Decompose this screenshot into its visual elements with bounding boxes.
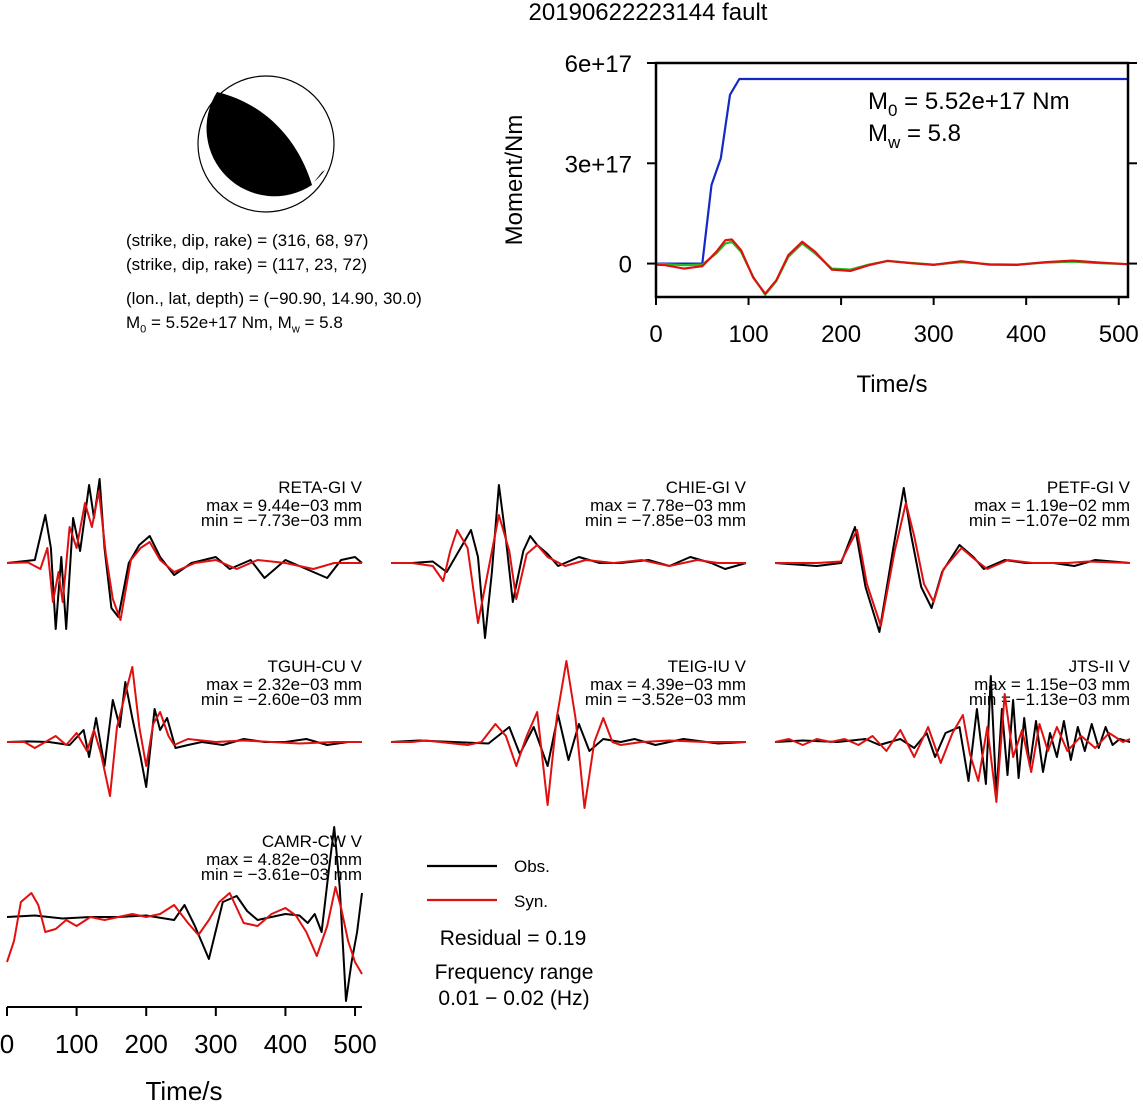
waveform-xtick-label: 300 [194, 1029, 237, 1059]
frequency-value: 0.01 − 0.02 (Hz) [438, 987, 589, 1010]
waveform-xtick-label: 200 [125, 1029, 168, 1059]
max-label: max = 4.82e−03 mm [206, 850, 362, 869]
station-label: TGUH-CU V [268, 657, 363, 676]
frequency-title: Frequency range [435, 961, 594, 984]
magnitude-text: M0 = 5.52e+17 Nm, Mw = 5.8 [126, 313, 343, 336]
waveform-xtick-label: 0 [0, 1029, 14, 1059]
synthetic-waveform [775, 502, 1131, 627]
min-label: min = −3.61e−03 mm [201, 865, 362, 884]
beachball-compression-small [314, 170, 325, 182]
legend-syn-label: Syn. [514, 892, 548, 911]
synthetic-waveform [391, 660, 746, 809]
moment-xlabel: Time/s [856, 371, 927, 398]
station-label: CAMR-CW V [262, 832, 363, 851]
station-label: JTS-II V [1069, 657, 1131, 676]
waveform-x-axis: 0 100 200 300 400 500 [0, 1006, 377, 1059]
max-label: max = 1.15e−03 mm [974, 675, 1130, 694]
synthetic-waveform [774, 693, 1131, 803]
min-label: min = −7.85e−03 mm [585, 511, 746, 530]
max-label: max = 1.19e−02 mm [974, 496, 1130, 515]
moment-m0-label: M0 = 5.52e+17 Nm [868, 88, 1070, 120]
plane1-text: (strike, dip, rake) = (316, 68, 97) [126, 231, 369, 250]
observed-waveform [6, 478, 363, 630]
max-label: max = 4.39e−03 mm [590, 675, 746, 694]
waveform-xlabel: Time/s [145, 1076, 222, 1104]
moment-ylabel: Moment/Nm [501, 115, 528, 246]
station-label: RETA-GI V [278, 478, 362, 497]
legend-obs-label: Obs. [514, 857, 550, 876]
plane2-text: (strike, dip, rake) = (117, 23, 72) [126, 255, 368, 274]
min-label: min = −1.07e−02 mm [969, 511, 1130, 530]
moment-mw-label: Mw = 5.8 [868, 120, 961, 152]
moment-xtick-label: 0 [649, 321, 662, 348]
residual-label: Residual = 0.19 [440, 927, 587, 950]
waveform-xtick-label: 400 [264, 1029, 307, 1059]
max-label: max = 7.78e−03 mm [590, 496, 746, 515]
moment-panel: 0 100 200 300 400 500 0 3e+17 6e+17 Moment/Nm Ti… [501, 51, 1139, 398]
moment-plot-frame [654, 61, 1130, 299]
waveform-xtick-label: 500 [333, 1029, 376, 1059]
legend: Obs. Syn. Residual = 0.19 Frequency rang… [427, 857, 593, 1010]
figure-title: 20190622223144 fault [529, 0, 768, 26]
beachball-compression [206, 92, 312, 197]
max-label: max = 9.44e−03 mm [206, 496, 362, 515]
synthetic-waveform [6, 490, 362, 621]
station-label: PETF-GI V [1047, 478, 1131, 497]
min-label: min = −2.60e−03 mm [201, 690, 362, 709]
moment-rate-line-b [655, 238, 1129, 295]
moment-ytick-label: 0 [619, 252, 632, 279]
moment-rate-line-a [655, 240, 1129, 296]
moment-ytick-label: 3e+17 [565, 151, 632, 178]
moment-xtick-label: 400 [1006, 321, 1046, 348]
min-label: min = −3.52e−03 mm [585, 690, 746, 709]
station-label: TEIG-IU V [668, 657, 747, 676]
station-label: CHIE-GI V [666, 478, 747, 497]
moment-xtick-label: 200 [821, 321, 861, 348]
max-label: max = 2.32e−03 mm [206, 675, 362, 694]
synthetic-waveform [6, 886, 363, 975]
synthetic-waveform [391, 514, 746, 624]
moment-plot-area [655, 77, 1129, 296]
moment-xtick-label: 300 [914, 321, 954, 348]
moment-ytick-label: 6e+17 [565, 51, 632, 78]
observed-waveform [6, 826, 363, 1002]
waveform-xtick-label: 100 [55, 1029, 98, 1059]
observed-waveform [390, 714, 747, 767]
min-label: min = −7.73e−03 mm [201, 511, 362, 530]
moment-xtick-label: 500 [1099, 321, 1139, 348]
min-label: min = −1.13e−03 mm [969, 690, 1130, 709]
beachball [197, 75, 335, 213]
moment-xtick-label: 100 [729, 321, 769, 348]
synthetic-waveform [7, 666, 362, 797]
location-text: (lon., lat, depth) = (−90.90, 14.90, 30.… [126, 289, 422, 308]
